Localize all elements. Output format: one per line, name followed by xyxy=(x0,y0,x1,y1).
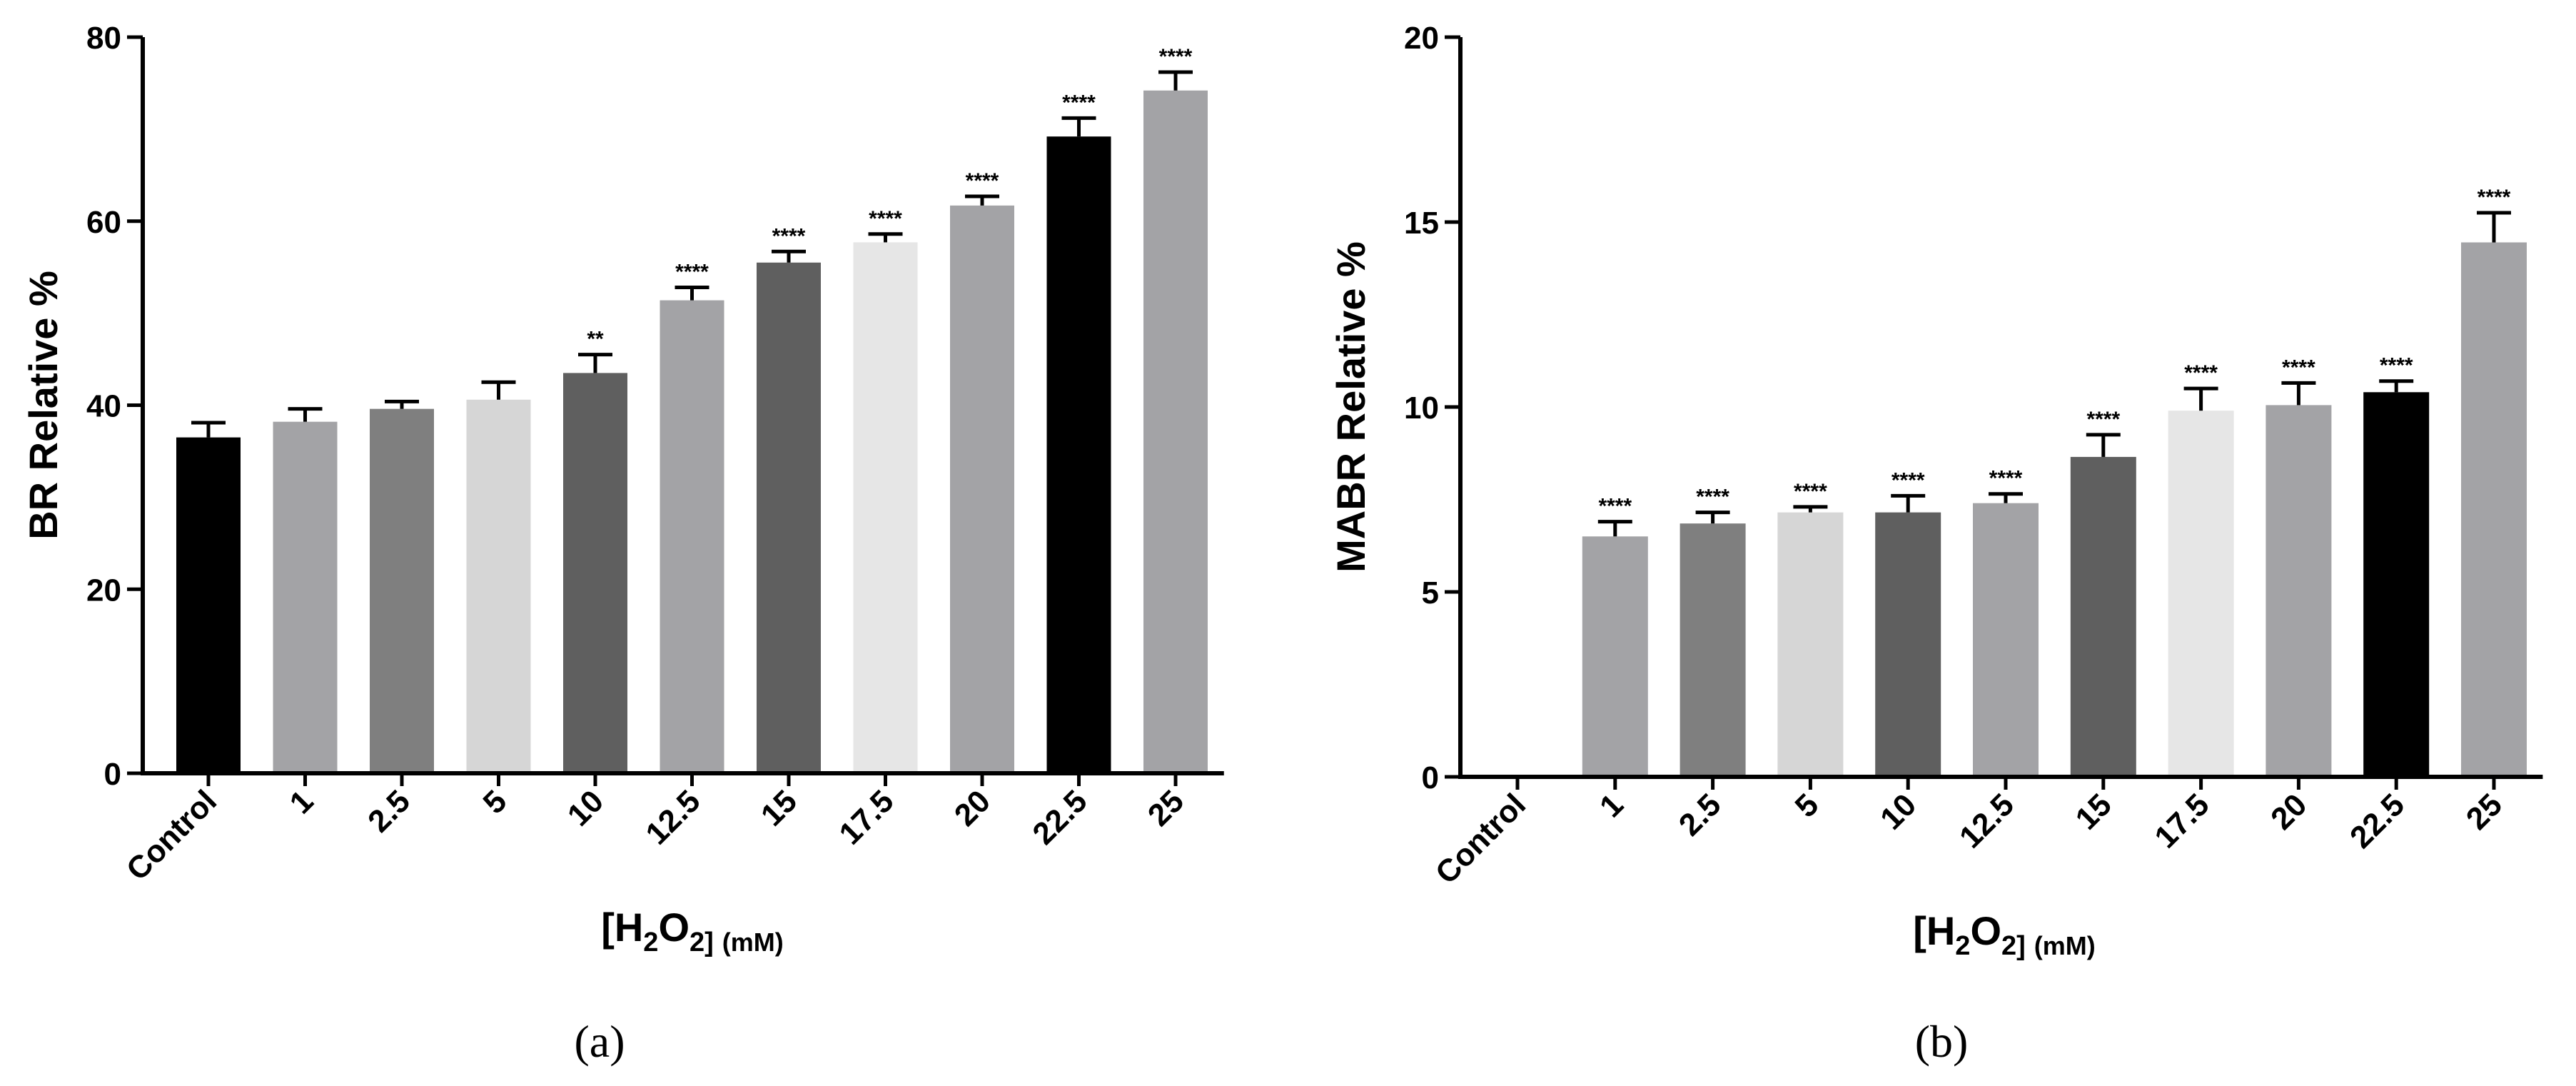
bar xyxy=(563,373,627,773)
bar xyxy=(1143,90,1208,773)
bar xyxy=(466,399,531,773)
bar xyxy=(1046,136,1111,773)
bar xyxy=(1973,503,2039,777)
x-tick-label: 17.5 xyxy=(832,783,900,851)
x-axis-title-part: O xyxy=(658,905,690,950)
x-axis-title-subscript: 2] xyxy=(2001,931,2026,961)
bar xyxy=(1680,523,1746,777)
significance-label: ** xyxy=(587,328,604,351)
bar xyxy=(1582,536,1648,777)
x-tick-label: 1 xyxy=(1593,787,1630,824)
bar xyxy=(950,205,1014,773)
chart-panel-b: Control **** 1 **** 2.5 **** 5 **** 10 **** 12.5 **… xyxy=(1328,21,2543,1067)
x-tick-label: 22.5 xyxy=(1026,783,1093,851)
x-tick-label: 5 xyxy=(1789,787,1826,824)
y-tick-label: 40 xyxy=(86,389,121,424)
bar xyxy=(2461,242,2527,777)
bar xyxy=(853,242,918,773)
x-axis-title: [H2O2] (mM) xyxy=(601,905,784,957)
y-tick-label: 15 xyxy=(1404,206,1439,241)
significance-label: **** xyxy=(2380,354,2413,378)
x-tick-label: 17.5 xyxy=(2148,787,2216,855)
x-axis-title-part: [H xyxy=(601,905,643,950)
x-tick-label: 22.5 xyxy=(2343,787,2411,855)
significance-label: **** xyxy=(1598,495,1632,518)
significance-label: **** xyxy=(2282,356,2315,379)
x-tick-label: 5 xyxy=(477,783,514,820)
significance-label: **** xyxy=(772,224,806,248)
bar xyxy=(2266,405,2332,777)
x-tick-label: Control xyxy=(1429,787,1532,890)
x-axis-title: [H2O2] (mM) xyxy=(1913,908,2096,961)
bar xyxy=(2070,456,2136,777)
y-axis-title: BR Relative % xyxy=(21,271,66,540)
x-axis-title-subscript: 2] xyxy=(690,927,714,957)
panel-label: (b) xyxy=(1915,1016,1969,1067)
bar xyxy=(757,262,821,773)
bar xyxy=(2168,411,2234,777)
significance-label: **** xyxy=(2184,361,2218,385)
x-tick-label: 12.5 xyxy=(639,783,707,851)
x-tick-label: 2.5 xyxy=(361,783,417,839)
x-tick-label: 20 xyxy=(2264,787,2313,836)
significance-label: **** xyxy=(1062,91,1096,114)
x-tick-label: 15 xyxy=(754,783,804,833)
x-tick-label: 2.5 xyxy=(1672,787,1728,843)
x-tick-label: 12.5 xyxy=(1953,787,2021,855)
x-axis-title-subscript: 2 xyxy=(1955,931,1970,961)
x-tick-label: 10 xyxy=(561,783,610,833)
significance-label: **** xyxy=(1794,480,1827,503)
significance-label: **** xyxy=(1159,45,1193,69)
significance-label: **** xyxy=(966,169,999,193)
y-tick-label: 0 xyxy=(104,757,121,792)
x-tick-label: 10 xyxy=(1874,787,1923,836)
significance-label: **** xyxy=(1891,468,1925,492)
significance-label: **** xyxy=(1989,467,2023,491)
x-tick-label: 25 xyxy=(2460,787,2509,836)
significance-label: **** xyxy=(1696,486,1729,509)
x-tick-label: 20 xyxy=(948,783,997,833)
bar xyxy=(176,437,241,773)
bar xyxy=(660,300,724,773)
bar xyxy=(2363,392,2430,777)
significance-label: **** xyxy=(675,261,709,284)
y-tick-label: 20 xyxy=(1404,21,1439,56)
x-axis-title-unit: (mM) xyxy=(2034,931,2096,960)
x-tick-label: Control xyxy=(120,783,223,887)
y-tick-label: 60 xyxy=(86,205,121,240)
x-tick-label: 1 xyxy=(283,783,320,820)
y-axis-title: MABR Relative % xyxy=(1328,241,1373,573)
panel-label: (a) xyxy=(574,1016,625,1067)
bar xyxy=(370,408,434,773)
x-axis-title-part: O xyxy=(1970,908,2001,953)
significance-label: **** xyxy=(2086,408,2120,431)
bar xyxy=(1777,512,1844,777)
x-axis-title-part: [H xyxy=(1913,908,1955,953)
significance-label: **** xyxy=(2477,186,2511,209)
x-tick-label: 25 xyxy=(1141,783,1191,833)
y-tick-label: 10 xyxy=(1404,391,1439,426)
x-axis-title-subscript: 2 xyxy=(643,927,658,957)
bar xyxy=(273,421,338,773)
y-tick-label: 0 xyxy=(1422,760,1439,795)
chart-panel-a: Control 1 2.5 5**10****12.5****15****17.5**… xyxy=(21,21,1224,1067)
y-tick-label: 5 xyxy=(1422,575,1439,610)
x-tick-label: 15 xyxy=(2069,787,2118,836)
significance-label: **** xyxy=(869,207,902,231)
y-tick-label: 20 xyxy=(86,573,121,608)
y-tick-label: 80 xyxy=(86,21,121,56)
bar xyxy=(1875,512,1941,777)
x-axis-title-unit: (mM) xyxy=(722,927,784,957)
